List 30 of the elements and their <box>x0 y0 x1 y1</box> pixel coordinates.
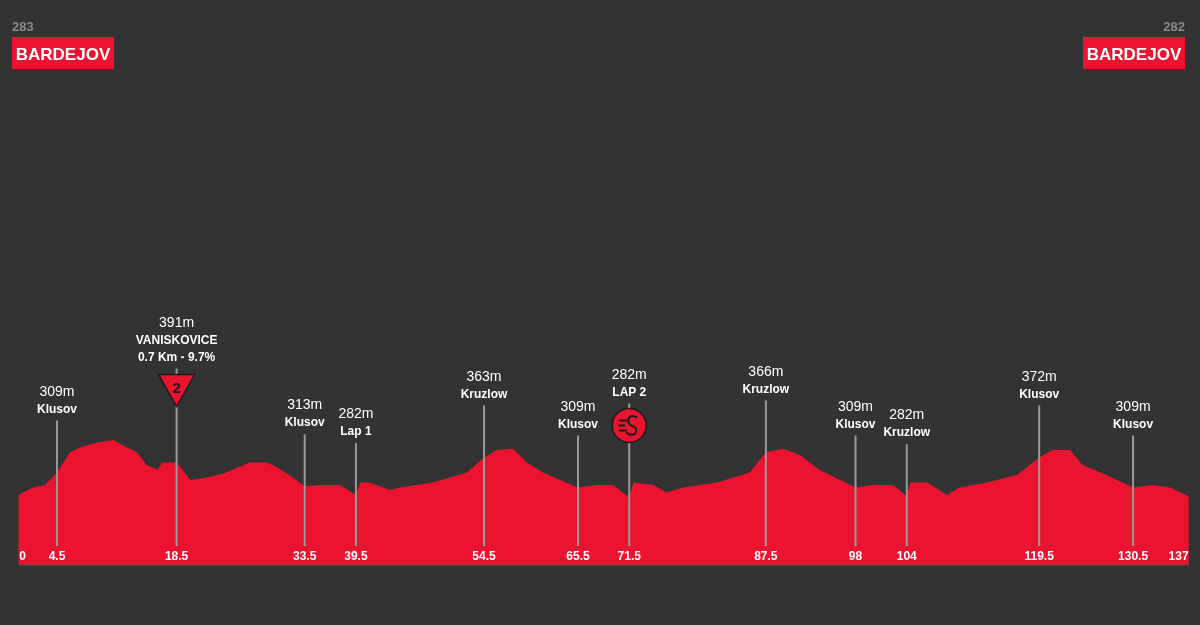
x-tick-label: 33.5 <box>293 549 317 563</box>
x-tick-label: 130.5 <box>1118 549 1149 563</box>
ref-line-label: 309m Klusov <box>1113 397 1154 431</box>
x-tick-label: 87.5 <box>754 549 778 563</box>
x-tick-label: 71.5 <box>617 549 642 563</box>
text: BARDEJOV <box>1086 44 1182 64</box>
ref-line-label: 313m Klusov <box>284 396 326 430</box>
text: 282 <box>1163 19 1185 34</box>
text: 391m VANISKOVICE 0.7 Km - 9.7% 2 <box>135 313 218 396</box>
ref-line-label: 282m LAP 2 <box>611 365 647 399</box>
ref-line-label: 309m Klusov <box>37 382 78 416</box>
x-tick-label: 104 <box>896 549 918 563</box>
x-tick-label: 18.5 <box>164 549 189 563</box>
x-tick-label: 39.5 <box>344 549 368 563</box>
ref-line-label: 366m Kruzlow <box>742 362 790 396</box>
x-tick-label: 98 <box>848 549 863 563</box>
text: BARDEJOV <box>15 44 111 64</box>
x-tick-label: 65.5 <box>566 549 590 563</box>
x-tick-label: 0 <box>19 549 27 563</box>
text: 283 <box>12 19 34 34</box>
ref-line-label: 309m Klusov <box>835 397 876 431</box>
x-tick-label: 119.5 <box>1024 549 1055 563</box>
ref-line-label: 282m Kruzlow <box>883 406 931 440</box>
x-tick-label: 54.5 <box>472 549 497 563</box>
x-tick-label: 137 <box>1168 549 1189 563</box>
x-tick-label: 4.5 <box>48 549 66 563</box>
ref-line-label: 282m Lap 1 <box>338 405 374 438</box>
ref-line-label: 363m Kruzlow <box>460 367 509 401</box>
ref-line-label: 309m Klusov <box>557 397 599 431</box>
ref-line-label: 372m Klusov <box>1019 367 1060 401</box>
